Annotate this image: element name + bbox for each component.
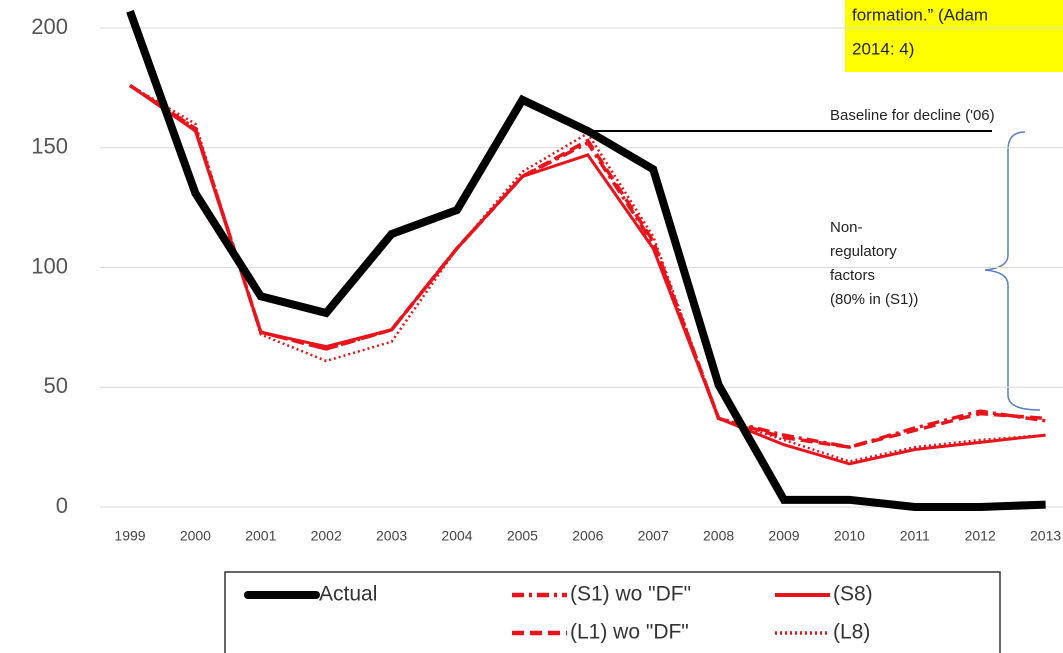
x-tick-label: 2008 bbox=[703, 528, 734, 544]
quote-line: formation.” (Adam bbox=[852, 5, 988, 24]
legend-box bbox=[224, 571, 1001, 653]
legend-label: Actual bbox=[319, 583, 377, 606]
x-tick-label: 2009 bbox=[768, 528, 799, 544]
x-tick-label: 2013 bbox=[1030, 528, 1061, 544]
brace bbox=[984, 131, 1041, 411]
x-tick-label: 2011 bbox=[900, 528, 930, 544]
legend-label: (S8) bbox=[833, 583, 873, 606]
y-tick-label: 150 bbox=[31, 134, 68, 159]
baseline-label: Baseline for decline ('06) bbox=[830, 107, 995, 124]
y-tick-label: 200 bbox=[31, 14, 68, 39]
x-tick-label: 2010 bbox=[834, 528, 865, 544]
x-tick-label: 2012 bbox=[965, 528, 996, 544]
x-tick-label: 2001 bbox=[245, 528, 276, 544]
legend-label: (L1) wo "DF" bbox=[570, 621, 689, 644]
y-tick-label: 50 bbox=[44, 373, 68, 398]
factors-label: (80% in (S1)) bbox=[830, 291, 918, 308]
quote-box bbox=[845, 0, 1063, 72]
x-tick-label: 2005 bbox=[507, 528, 538, 544]
factors-label: Non- bbox=[830, 219, 863, 236]
x-tick-label: 2006 bbox=[572, 528, 603, 544]
x-tick-label: 2003 bbox=[376, 528, 407, 544]
y-tick-label: 100 bbox=[31, 253, 68, 278]
factors-label: regulatory bbox=[830, 243, 897, 260]
x-tick-label: 1999 bbox=[114, 528, 145, 544]
series-line bbox=[126, 9, 1046, 511]
x-tick-label: 2004 bbox=[441, 528, 472, 544]
factors-label: factors bbox=[830, 267, 875, 284]
legend-label: (S1) wo "DF" bbox=[570, 583, 691, 606]
x-tick-label: 2007 bbox=[638, 528, 669, 544]
x-tick-label: 2000 bbox=[180, 528, 211, 544]
legend-label: (L8) bbox=[833, 621, 870, 644]
quote-line: 2014: 4) bbox=[852, 39, 914, 58]
y-tick-label: 0 bbox=[56, 493, 68, 518]
x-tick-label: 2002 bbox=[311, 528, 342, 544]
series-line bbox=[129, 84, 1046, 449]
